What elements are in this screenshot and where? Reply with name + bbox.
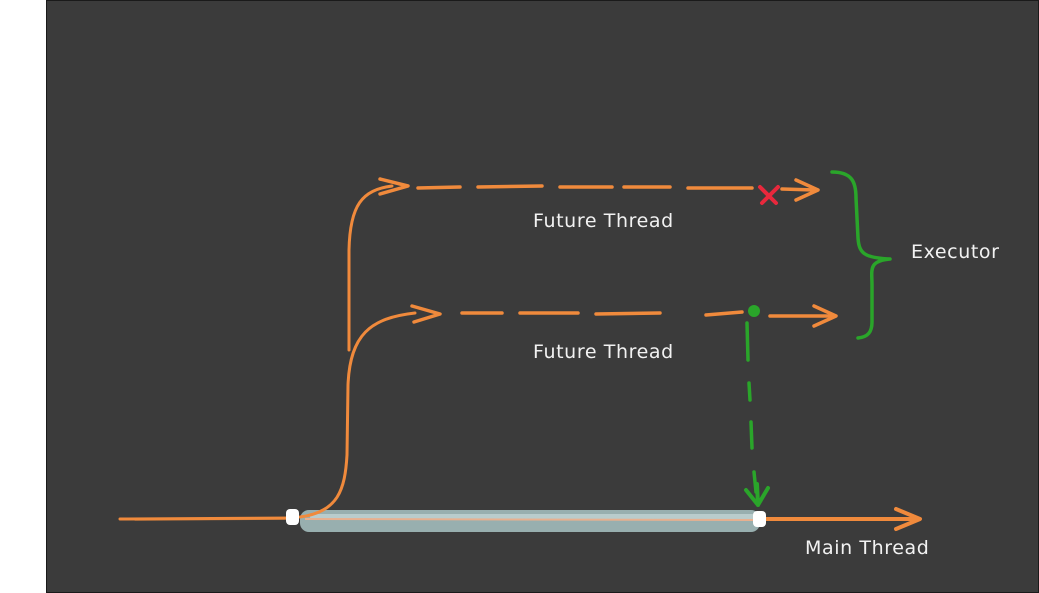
future-thread-top-label: Future Thread <box>533 210 674 232</box>
executor-label: Executor <box>911 241 1000 263</box>
join-line <box>745 321 758 494</box>
main-thread-label: Main Thread <box>805 537 929 559</box>
thread-node-icon <box>286 509 299 525</box>
join-start-dot-icon <box>748 305 760 317</box>
future-thread-top-line <box>378 177 817 196</box>
main-thread-wait-band <box>300 510 760 532</box>
future-thread-bottom-label: Future Thread <box>533 341 674 363</box>
executor-brace-icon <box>830 170 892 340</box>
arrow-down-icon <box>744 482 770 507</box>
future-thread-top-arrowhead-icon <box>794 178 820 202</box>
thread-node-icon <box>753 511 766 527</box>
main-thread-line <box>118 516 917 521</box>
future-thread-bottom-arrowhead-icon <box>812 304 838 328</box>
future-thread-bottom-line <box>410 304 836 324</box>
main-thread-arrowhead-icon <box>894 507 922 531</box>
x-mark-icon <box>758 185 780 205</box>
spawn-branch-curves <box>298 184 417 519</box>
